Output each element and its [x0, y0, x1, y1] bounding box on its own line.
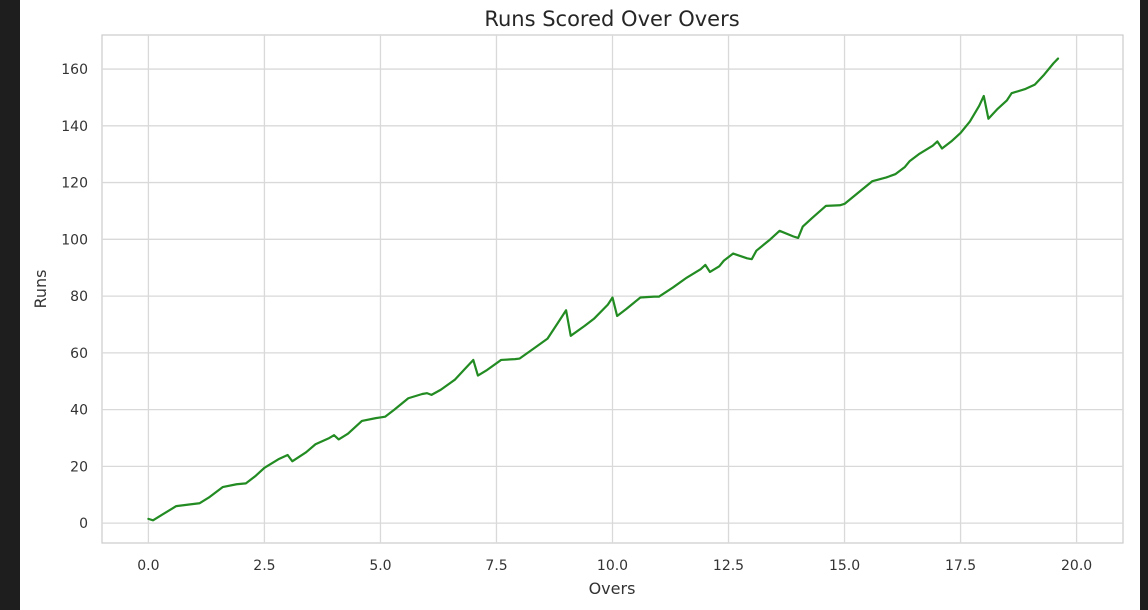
runs-series-line: [147, 57, 1060, 522]
x-axis-label: Overs: [589, 579, 636, 598]
y-tick-label: 140: [61, 119, 88, 135]
x-axis-ticks: 0.0 2.5 5.0 7.5 10.0 12.5 15.0 17.5 20.0: [137, 558, 1092, 574]
x-tick-label: 20.0: [1061, 558, 1092, 574]
x-tick-label: 17.5: [945, 558, 976, 574]
y-tick-label: 60: [70, 346, 88, 362]
line-chart: 0.0 2.5 5.0 7.5 10.0 12.5 15.0 17.5 20.0 0 20 40 60…: [31, 7, 1124, 598]
x-tick-label: 10.0: [597, 558, 628, 574]
x-tick-label: 0.0: [137, 558, 159, 574]
y-tick-label: 40: [70, 403, 88, 419]
x-tick-label: 7.5: [485, 558, 507, 574]
chart-figure: 0.0 2.5 5.0 7.5 10.0 12.5 15.0 17.5 20.0 0 20 40 60…: [20, 0, 1140, 610]
y-tick-label: 120: [61, 176, 88, 192]
y-tick-label: 160: [61, 62, 88, 78]
grid-lines: [102, 35, 1123, 543]
y-tick-label: 100: [61, 232, 88, 248]
series-group: [147, 57, 1060, 522]
y-tick-label: 0: [79, 516, 88, 532]
y-axis-ticks: 0 20 40 60 80 100 120 140 160: [61, 62, 88, 532]
x-tick-label: 2.5: [253, 558, 275, 574]
x-tick-label: 12.5: [713, 558, 744, 574]
y-tick-label: 20: [70, 459, 88, 475]
y-tick-label: 80: [70, 289, 88, 305]
chart-title: Runs Scored Over Overs: [484, 7, 739, 31]
x-tick-label: 5.0: [369, 558, 391, 574]
x-tick-label: 15.0: [829, 558, 860, 574]
y-axis-label: Runs: [31, 269, 50, 308]
